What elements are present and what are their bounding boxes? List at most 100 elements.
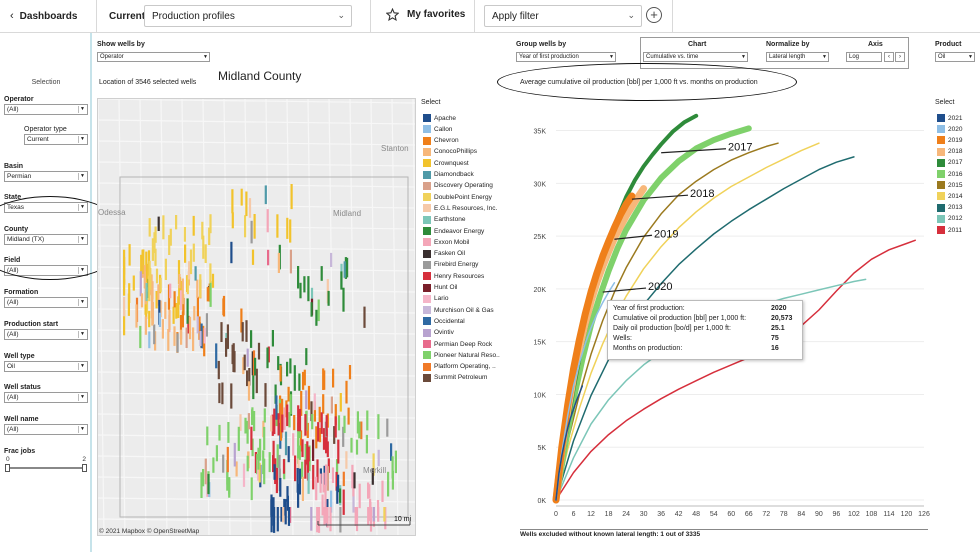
- well-mark[interactable]: [144, 316, 147, 335]
- well-mark[interactable]: [252, 373, 255, 400]
- well-mark[interactable]: [348, 365, 352, 380]
- well-mark[interactable]: [202, 235, 205, 259]
- show-wells-by-select[interactable]: Operator ▼: [97, 52, 210, 62]
- well-mark[interactable]: [383, 507, 386, 522]
- well-mark[interactable]: [315, 476, 318, 501]
- well-mark[interactable]: [178, 274, 181, 289]
- well-mark[interactable]: [132, 275, 135, 291]
- filter-select[interactable]: Current ▼: [24, 134, 88, 145]
- well-mark[interactable]: [282, 459, 286, 474]
- well-mark[interactable]: [297, 448, 300, 464]
- well-mark[interactable]: [128, 244, 131, 266]
- well-mark[interactable]: [294, 455, 297, 482]
- well-mark[interactable]: [142, 249, 145, 274]
- chart-legend-item[interactable]: 2021: [937, 114, 962, 122]
- well-mark[interactable]: [123, 257, 126, 275]
- well-mark[interactable]: [251, 409, 254, 425]
- well-mark[interactable]: [322, 428, 326, 450]
- well-mark[interactable]: [231, 212, 234, 229]
- well-mark[interactable]: [329, 507, 332, 532]
- well-mark[interactable]: [217, 360, 220, 380]
- well-mark[interactable]: [145, 263, 148, 288]
- well-mark[interactable]: [175, 303, 178, 319]
- well-mark[interactable]: [228, 478, 231, 495]
- well-mark[interactable]: [227, 422, 230, 443]
- well-mark[interactable]: [337, 474, 340, 493]
- well-mark[interactable]: [188, 261, 191, 280]
- view-select[interactable]: Production profiles ⌄: [144, 5, 352, 27]
- well-mark[interactable]: [307, 276, 310, 302]
- map-legend-item[interactable]: Chevron: [423, 136, 459, 145]
- well-mark[interactable]: [322, 394, 325, 414]
- well-mark[interactable]: [275, 395, 278, 420]
- well-mark[interactable]: [139, 271, 142, 297]
- well-mark[interactable]: [148, 331, 151, 349]
- series-line-2021[interactable]: [555, 385, 584, 501]
- well-mark[interactable]: [158, 312, 161, 327]
- well-mark[interactable]: [391, 470, 394, 490]
- well-mark[interactable]: [355, 439, 359, 455]
- well-mark[interactable]: [263, 426, 266, 450]
- well-mark[interactable]: [167, 329, 170, 351]
- map-legend-item[interactable]: Earthstone: [423, 215, 465, 224]
- series-line-2020[interactable]: [555, 282, 616, 501]
- well-mark[interactable]: [324, 484, 327, 508]
- well-mark[interactable]: [358, 483, 361, 509]
- well-mark[interactable]: [218, 383, 221, 404]
- well-mark[interactable]: [317, 507, 321, 533]
- well-mark[interactable]: [272, 455, 275, 473]
- well-mark[interactable]: [200, 472, 203, 498]
- map-legend-item[interactable]: Permian Deep Rock: [423, 340, 492, 348]
- map-legend-item[interactable]: Lario: [423, 294, 448, 303]
- well-mark[interactable]: [155, 291, 158, 309]
- well-mark[interactable]: [270, 494, 273, 516]
- well-mark[interactable]: [211, 273, 215, 288]
- well-mark[interactable]: [279, 478, 282, 497]
- well-mark[interactable]: [297, 422, 300, 447]
- well-mark[interactable]: [262, 450, 265, 475]
- well-mark[interactable]: [246, 420, 249, 444]
- well-mark[interactable]: [342, 426, 345, 447]
- well-mark[interactable]: [322, 472, 325, 493]
- well-mark[interactable]: [199, 274, 202, 298]
- map-legend-item[interactable]: Summit Petroleum: [423, 373, 487, 382]
- well-mark[interactable]: [245, 191, 248, 217]
- well-mark[interactable]: [181, 278, 184, 305]
- well-mark[interactable]: [325, 507, 328, 524]
- filter-select[interactable]: (All) ▼: [4, 329, 88, 340]
- well-mark[interactable]: [306, 422, 309, 438]
- well-mark[interactable]: [355, 507, 359, 532]
- well-mark[interactable]: [330, 396, 333, 414]
- well-mark[interactable]: [292, 433, 295, 456]
- well-mark[interactable]: [153, 324, 156, 345]
- well-mark[interactable]: [167, 284, 171, 310]
- well-mark[interactable]: [315, 426, 318, 449]
- well-mark[interactable]: [207, 474, 210, 495]
- well-mark[interactable]: [253, 411, 256, 432]
- well-mark[interactable]: [254, 452, 257, 474]
- well-mark[interactable]: [233, 442, 236, 467]
- series-line-2019[interactable]: [552, 192, 636, 504]
- well-mark[interactable]: [333, 426, 336, 444]
- chart-type-select[interactable]: Cumulative vs. time ▼: [643, 52, 748, 62]
- well-mark[interactable]: [342, 287, 345, 312]
- well-mark[interactable]: [161, 319, 164, 339]
- series-line-2016[interactable]: [553, 125, 752, 503]
- well-mark[interactable]: [247, 381, 251, 401]
- well-mark[interactable]: [326, 507, 329, 528]
- well-mark[interactable]: [202, 469, 205, 487]
- well-mark[interactable]: [321, 494, 324, 516]
- well-mark[interactable]: [154, 248, 157, 266]
- well-mark[interactable]: [244, 215, 247, 238]
- well-mark[interactable]: [367, 482, 370, 499]
- well-map[interactable]: Stanton Midland Odessa Merkill 10 mi: [97, 98, 416, 536]
- well-mark[interactable]: [168, 235, 171, 255]
- well-mark[interactable]: [203, 328, 206, 344]
- well-mark[interactable]: [205, 313, 208, 337]
- well-mark[interactable]: [304, 443, 307, 466]
- well-mark[interactable]: [208, 227, 211, 245]
- well-mark[interactable]: [354, 507, 357, 526]
- filter-select[interactable]: (All) ▼: [4, 392, 88, 403]
- well-mark[interactable]: [266, 347, 269, 369]
- well-mark[interactable]: [305, 390, 308, 409]
